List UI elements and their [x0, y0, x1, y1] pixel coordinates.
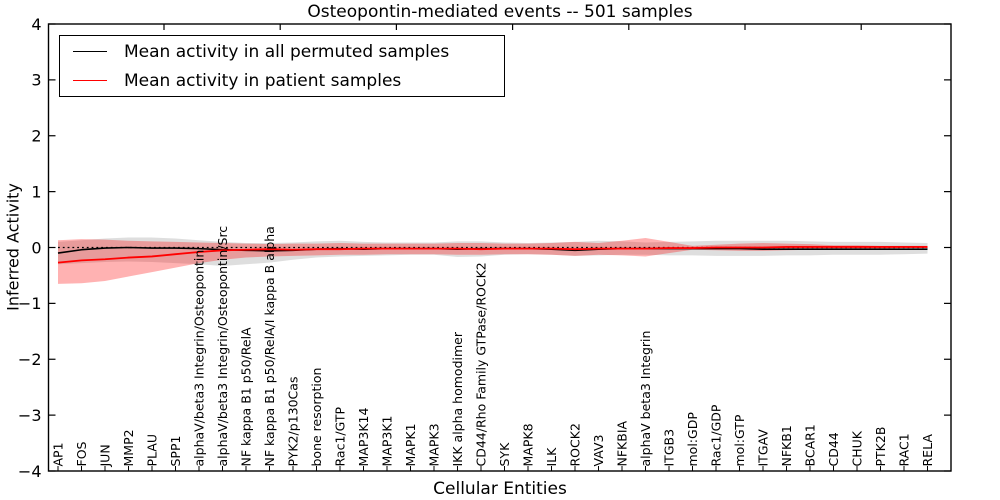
x-category-label: CHUK: [849, 430, 864, 466]
x-category-label: SYK: [497, 442, 512, 467]
legend-item-patient: Mean activity in patient samples: [73, 68, 504, 93]
x-category-label: MAPK1: [403, 423, 418, 466]
x-category-label: MAPK8: [520, 423, 535, 466]
x-category-label: MAP3K1: [379, 416, 394, 467]
chart-title: Osteopontin-mediated events -- 501 sampl…: [307, 2, 693, 22]
x-category-label: alphaV beta3 Integrin: [638, 331, 653, 467]
x-category-label: PTK2B: [873, 427, 888, 467]
y-tick-label: 3: [31, 71, 41, 90]
y-tick-label: −2: [18, 350, 42, 369]
permuted-line-swatch: [73, 51, 107, 52]
legend-item-permuted: Mean activity in all permuted samples: [73, 39, 504, 64]
x-category-label: RELA: [920, 434, 935, 467]
x-category-label: alphaV/beta3 Integrin/Osteopontin: [191, 250, 206, 467]
y-axis-title: Inferred Activity: [3, 183, 23, 311]
y-tick-label: 0: [31, 238, 41, 257]
legend: Mean activity in all permuted samples Me…: [59, 35, 505, 97]
permuted-band: [58, 237, 928, 266]
y-tick-label: −1: [18, 294, 42, 313]
x-category-label: AP1: [50, 442, 65, 466]
x-category-label: PLAU: [144, 434, 159, 467]
y-tick-label: 4: [31, 15, 41, 34]
x-category-label: NF kappa B1 p50/RelA: [238, 327, 253, 467]
y-tick-label: 1: [31, 182, 41, 201]
x-category-label: Rac1/GDP: [708, 404, 723, 466]
x-axis-title: Cellular Entities: [433, 479, 567, 499]
x-category-label: ROCK2: [567, 423, 582, 466]
x-category-label: CD44/Rho Family GTPase/ROCK2: [473, 262, 488, 466]
patient-mean-line: [57, 246, 928, 264]
x-category-label: NFKB1: [779, 425, 794, 466]
x-category-label: MAP3K14: [356, 408, 371, 467]
y-tick-label: −3: [18, 406, 42, 425]
x-category-label: bone resorption: [309, 368, 324, 467]
legend-label-patient: Mean activity in patient samples: [124, 70, 402, 91]
x-category-label: Rac1/GTP: [332, 407, 347, 467]
patient-line-swatch: [73, 80, 107, 81]
x-category-label: VAV3: [591, 434, 606, 466]
legend-label-permuted: Mean activity in all permuted samples: [124, 41, 450, 62]
patient-band: [58, 238, 928, 284]
x-category-label: PYK2/p130Cas: [285, 377, 300, 467]
y-tick-label: 2: [31, 127, 41, 146]
x-category-label: FOS: [74, 441, 89, 466]
x-category-label: MAPK3: [426, 423, 441, 466]
x-category-label: ITGB3: [661, 429, 676, 467]
x-category-label: ITGAV: [755, 429, 770, 467]
x-category-label: alphaV/beta3 Integrin/Osteopontin/Src: [215, 226, 230, 467]
x-category-label: NFKBIA: [614, 421, 629, 467]
x-category-label: RAC1: [896, 433, 911, 466]
x-category-label: ILK: [544, 447, 559, 467]
x-category-label: IKK alpha homodimer: [450, 331, 465, 466]
x-category-label: BCAR1: [802, 424, 817, 466]
x-category-label: MMP2: [121, 429, 136, 466]
x-category-label: SPP1: [168, 436, 183, 467]
x-category-label: mol:GTP: [732, 414, 747, 466]
x-category-label: mol:GDP: [685, 412, 700, 467]
y-tick-label: −4: [18, 462, 42, 481]
x-category-label: JUN: [97, 444, 112, 467]
x-category-label: CD44: [826, 432, 841, 466]
x-category-label: NF kappa B1 p50/RelA/I kappa B alpha: [262, 226, 277, 466]
